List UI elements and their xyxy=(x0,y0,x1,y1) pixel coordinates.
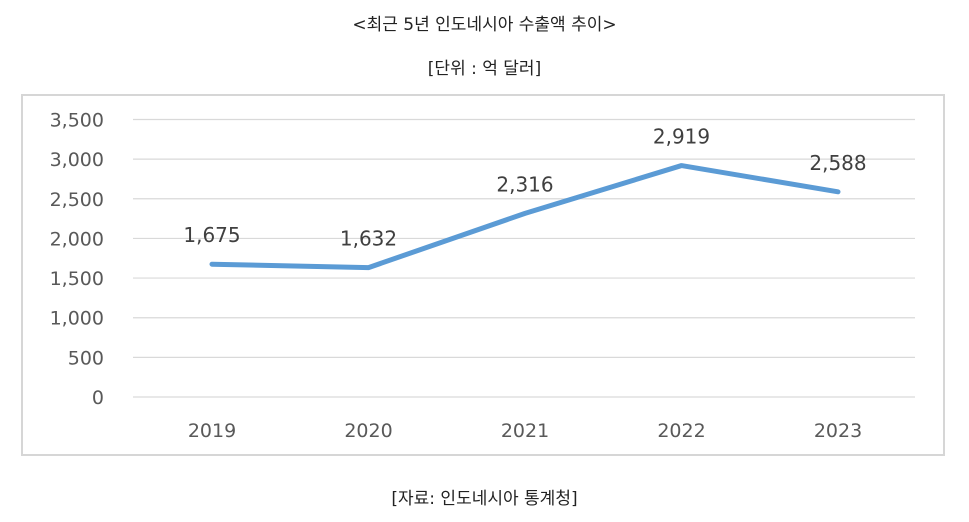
y-tick-label: 2,000 xyxy=(50,228,104,250)
x-tick-label-2021: 2021 xyxy=(501,420,549,442)
series-layer xyxy=(209,163,841,271)
y-tick-label: 500 xyxy=(68,347,104,369)
y-tick-label: 0 xyxy=(92,387,104,409)
data-label-2019: 1,675 xyxy=(183,223,240,247)
data-labels: 1,675 1,632 2,316 2,919 2,588 xyxy=(183,125,866,251)
y-tick-label: 1,000 xyxy=(50,308,104,330)
y-tick-label: 2,500 xyxy=(50,189,104,211)
data-label-2021: 2,316 xyxy=(496,172,553,196)
x-tick-label-2022: 2022 xyxy=(657,420,705,442)
source-note: [자료: 인도네시아 통계청] xyxy=(391,489,578,509)
y-tick-label: 3,500 xyxy=(50,110,104,132)
data-label-2020: 1,632 xyxy=(340,227,397,251)
x-axis-ticks: 2019 2020 2021 2022 2023 xyxy=(188,420,862,442)
y-axis-ticks: 0 500 1,000 1,500 2,000 2,500 3,000 3,500 xyxy=(50,110,104,410)
x-tick-label-2019: 2019 xyxy=(188,420,236,442)
y-tick-label: 1,500 xyxy=(50,268,104,290)
unit-label: [단위 : 억 달러] xyxy=(427,59,542,79)
data-label-2022: 2,919 xyxy=(653,125,710,149)
data-label-2023: 2,588 xyxy=(809,151,866,175)
x-tick-label-2023: 2023 xyxy=(814,420,862,442)
chart-title: <최근 5년 인도네시아 수출액 추이> xyxy=(352,15,617,35)
chart-frame xyxy=(21,94,945,456)
y-tick-label: 3,000 xyxy=(50,149,104,171)
gridlines xyxy=(133,118,915,398)
x-tick-label-2020: 2020 xyxy=(344,420,392,442)
